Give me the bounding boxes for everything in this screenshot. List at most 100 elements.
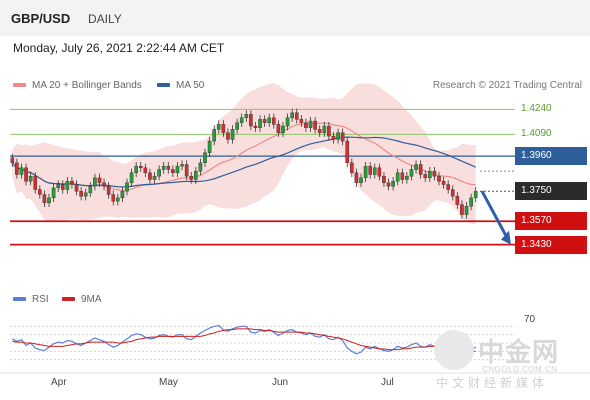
candle	[51, 183, 56, 203]
candle	[74, 180, 79, 196]
candle-body	[221, 124, 226, 133]
candle-body	[28, 175, 33, 182]
candle	[70, 177, 74, 189]
candle	[262, 115, 267, 127]
candle-body	[15, 162, 19, 175]
candle-body	[441, 180, 446, 185]
candle-body	[79, 190, 83, 197]
candle	[194, 166, 198, 184]
candle	[350, 158, 354, 177]
candle	[42, 190, 47, 208]
candle-body	[262, 119, 267, 123]
candle	[340, 128, 345, 146]
candle-body	[350, 162, 354, 174]
candle-body	[281, 125, 285, 133]
level-label-1.3960: 1.3960	[515, 147, 587, 166]
candle	[116, 193, 120, 206]
candle	[226, 128, 230, 144]
candle	[15, 158, 19, 179]
candle	[395, 168, 400, 186]
candle-body	[47, 197, 51, 204]
rsi-ma9-line	[12, 328, 476, 352]
timeframe-label[interactable]: DAILY	[88, 12, 122, 26]
candle-body	[56, 184, 60, 189]
moving-averages	[11, 122, 476, 192]
candle-body	[340, 132, 345, 142]
candle	[157, 165, 161, 181]
candle	[414, 160, 418, 174]
rsi-line	[12, 324, 476, 358]
candle	[363, 161, 368, 183]
candle	[382, 171, 386, 188]
candle-body	[65, 180, 70, 190]
x-tick-may: May	[159, 377, 178, 388]
candle-body	[226, 132, 230, 140]
candle-body	[377, 167, 382, 177]
candle	[83, 188, 88, 201]
candle	[253, 121, 258, 132]
x-tick-jun: Jun	[272, 377, 289, 388]
candle	[317, 125, 322, 137]
candle	[290, 108, 294, 122]
candle-body	[414, 164, 418, 170]
candle	[267, 113, 272, 127]
candle-body	[345, 140, 350, 164]
candle	[203, 148, 207, 167]
candle	[446, 180, 450, 194]
candle	[336, 128, 340, 144]
candle-body	[239, 117, 244, 123]
candle-body	[368, 165, 372, 175]
candle-body	[194, 170, 198, 180]
candle	[106, 182, 111, 199]
legend-ma50-label: MA 50	[176, 80, 205, 91]
candle	[38, 185, 42, 199]
candle	[93, 173, 97, 191]
candle	[189, 171, 194, 184]
candle	[221, 120, 226, 137]
bollinger-band-fill	[12, 83, 476, 225]
candle-body	[276, 124, 281, 133]
candle-body	[432, 170, 437, 177]
candle-body	[116, 197, 120, 202]
symbol-title: GBP/USD	[11, 11, 71, 26]
candle	[391, 177, 395, 191]
candle-body	[143, 167, 148, 174]
candle	[212, 125, 216, 146]
candle-body	[409, 169, 414, 177]
candle-body	[198, 162, 203, 172]
candle-body	[359, 177, 363, 184]
candle	[216, 120, 221, 134]
candle	[198, 158, 203, 176]
level-label-1.4240: 1.4240	[521, 103, 552, 115]
candle-body	[405, 175, 409, 180]
candle	[166, 161, 171, 174]
watermark-url: CNGOLD.COM.CN	[482, 365, 558, 374]
watermark-sub: 中文财经新媒体	[436, 376, 549, 390]
candle-body	[180, 164, 184, 167]
candle-body	[336, 132, 340, 140]
candle-body	[19, 167, 24, 175]
candle	[175, 161, 180, 177]
candle	[129, 168, 134, 188]
candle-body	[423, 174, 428, 179]
candle	[428, 166, 432, 183]
candle-body	[74, 184, 79, 192]
candle-body	[70, 180, 74, 185]
candle-body	[428, 170, 432, 179]
candle-body	[60, 184, 65, 190]
candle	[473, 187, 478, 203]
candle	[464, 202, 469, 219]
candle	[28, 171, 33, 186]
candle	[469, 193, 473, 211]
candle-body	[253, 125, 258, 128]
candle	[345, 136, 350, 167]
candle-body	[395, 172, 400, 182]
candle	[377, 163, 382, 181]
rsi-level-label: 70	[524, 314, 536, 325]
candle-body	[138, 165, 143, 169]
candle	[207, 136, 212, 157]
candle-body	[102, 182, 106, 187]
candle	[294, 108, 299, 124]
candle-body	[42, 194, 47, 204]
candle-body	[391, 180, 395, 187]
